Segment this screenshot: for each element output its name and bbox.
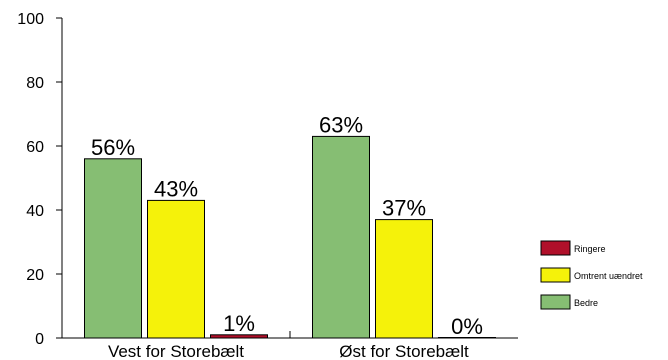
bars [84, 135, 496, 339]
bar [84, 158, 142, 339]
y-tick-label: 60 [26, 139, 44, 156]
y-tick-label: 0 [35, 331, 44, 348]
y-axis: 0 20 40 60 80 100 [17, 11, 63, 348]
x-axis: Vest for Storebælt Øst for Storebælt [62, 331, 518, 360]
data-labels: 56% 43% 1% 63% 37% 0% [91, 112, 483, 339]
legend: Ringere Omtrent uændret Bedre [540, 240, 643, 310]
data-label: 0% [451, 314, 483, 339]
legend-swatch [540, 294, 571, 310]
data-label: 1% [223, 311, 255, 336]
data-label: 56% [91, 135, 135, 160]
bar [210, 334, 268, 339]
bar [375, 219, 433, 339]
bar [312, 135, 370, 339]
legend-swatch [540, 267, 571, 283]
y-tick-label: 20 [26, 267, 44, 284]
bar [438, 337, 496, 339]
data-label: 37% [382, 196, 426, 221]
data-label: 63% [319, 112, 363, 137]
y-tick-label: 100 [17, 11, 44, 28]
y-tick-label: 40 [26, 203, 44, 220]
legend-swatch [540, 240, 571, 256]
legend-label: Bedre [574, 298, 598, 308]
data-label: 43% [154, 176, 198, 201]
legend-label: Ringere [574, 244, 606, 254]
legend-label: Omtrent uændret [574, 271, 643, 281]
y-tick-label: 80 [26, 75, 44, 92]
x-category-label: Vest for Storebælt [108, 342, 244, 360]
bar [147, 199, 205, 339]
x-category-label: Øst for Storebælt [339, 342, 469, 360]
